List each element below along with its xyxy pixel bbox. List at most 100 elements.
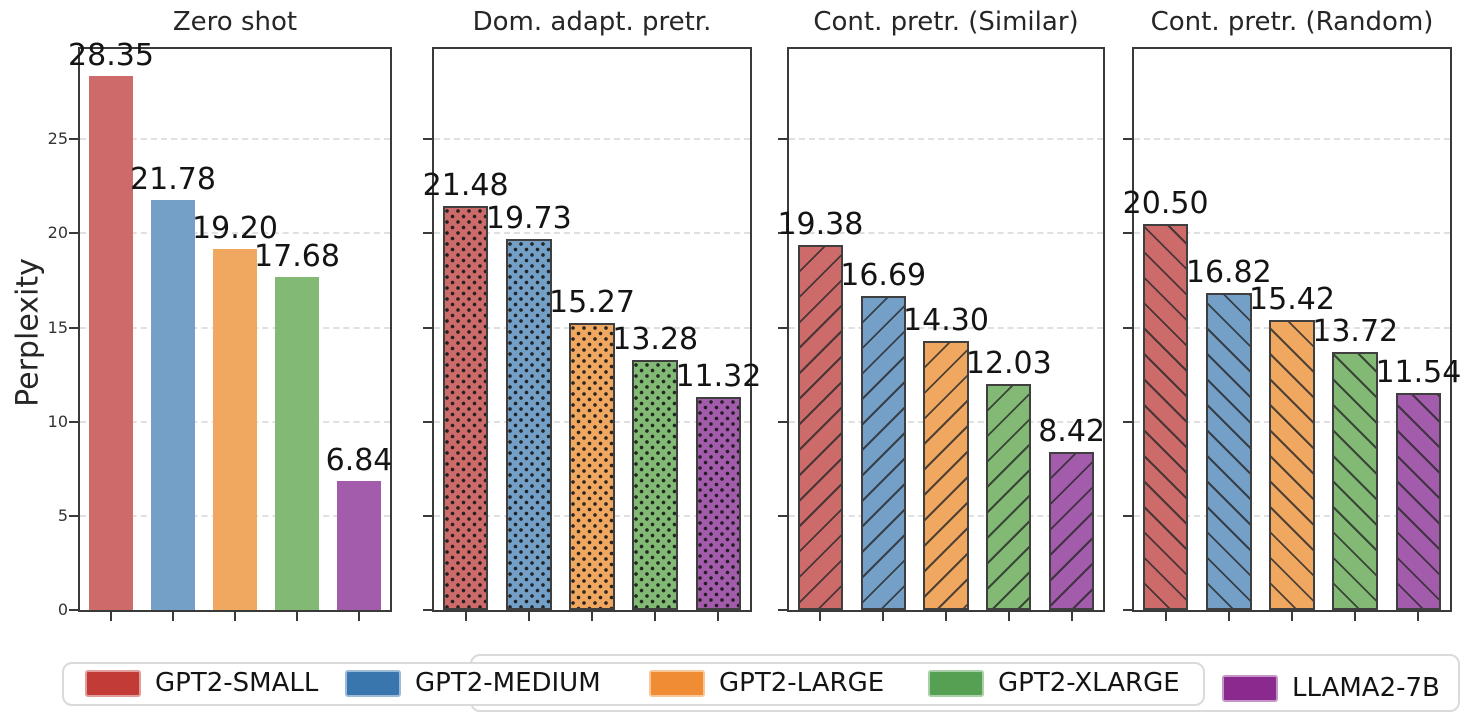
bar-value-label: 21.48 [422, 167, 509, 203]
y-tick-mark [69, 326, 78, 329]
legend-entry: GPT2-SMALL [85, 668, 318, 698]
bar-value-label: 8.42 [1038, 413, 1105, 449]
bar [274, 277, 320, 610]
plot-inner: 28.35 21.78 19.20 17.68 6.84 [68, 41, 393, 621]
x-tick-mark [172, 612, 174, 621]
y-tick-mark [423, 514, 432, 517]
y-tick-label: 0 [57, 600, 68, 619]
bar [1048, 451, 1095, 610]
gridline [434, 138, 750, 141]
y-tick-mark [1123, 232, 1132, 235]
bar-value-label: 19.73 [485, 200, 572, 236]
bar [506, 238, 552, 610]
bar [797, 245, 843, 610]
bar [695, 396, 742, 610]
x-tick-mark [1227, 612, 1230, 621]
plot-area: 28.35 21.78 19.20 17.68 6.84 [68, 41, 393, 621]
bar-value-label: 19.38 [777, 207, 864, 243]
x-tick-mark [882, 612, 885, 621]
y-tick-label: 20 [47, 223, 68, 243]
y-tick-mark [423, 232, 432, 235]
y-tick-label: 15 [47, 317, 68, 337]
x-tick-mark [1291, 612, 1293, 621]
bar [1332, 351, 1378, 610]
x-tick-mark [527, 612, 530, 621]
legend-swatch-gpt2-small [85, 669, 141, 697]
panel-title: Cont. pretr. (Random) [1150, 7, 1434, 37]
y-tick-mark [69, 609, 78, 611]
y-tick-mark [1123, 609, 1132, 611]
y-tick-mark [423, 609, 432, 611]
y-tick-mark [423, 326, 432, 329]
gridline [789, 232, 1103, 235]
x-tick-mark [1354, 612, 1357, 621]
legend-swatch-gpt2-large [649, 669, 705, 697]
bar-value-label: 16.82 [1185, 255, 1272, 291]
gridline [1134, 138, 1450, 141]
y-tick-mark [423, 138, 432, 141]
x-tick-mark [654, 612, 657, 621]
plot-area: 20.50 16.82 15.42 13.72 11.54 [1123, 47, 1461, 621]
bar [442, 205, 489, 610]
x-tick-mark [1417, 612, 1420, 621]
y-tick-label: 10 [47, 411, 68, 431]
x-tick-mark [110, 612, 112, 621]
bar-value-label: 12.03 [965, 345, 1052, 381]
bar [860, 295, 906, 610]
bar-value-label: 19.20 [192, 210, 278, 246]
legend-swatch-gpt2-xlarge [928, 669, 984, 697]
legend-entry: GPT2-MEDIUM [345, 668, 601, 698]
y-tick-mark [778, 232, 787, 235]
y-tick-mark [69, 514, 78, 517]
y-tick-mark [1123, 420, 1132, 423]
panel-title: Zero shot [172, 7, 298, 37]
bar [150, 199, 196, 610]
y-tick-mark [1123, 326, 1132, 329]
bar [1142, 224, 1189, 610]
x-tick-mark [945, 612, 947, 621]
y-tick-mark [778, 420, 787, 423]
bar-value-label: 15.27 [549, 284, 635, 320]
bar-value-label: 14.30 [903, 302, 989, 338]
y-tick-mark [1123, 138, 1132, 141]
y-tick-mark [69, 420, 78, 423]
bar-value-label: 20.50 [1122, 186, 1209, 222]
bar [88, 76, 134, 610]
bar-value-label: 28.35 [68, 38, 154, 74]
y-tick-mark [1123, 514, 1132, 517]
plot-inner: 20.50 16.82 15.42 13.72 11.54 [1123, 49, 1461, 621]
bar [569, 322, 615, 610]
bar [1269, 319, 1315, 610]
y-tick-label: 5 [57, 505, 68, 525]
y-tick-mark [778, 326, 787, 329]
gridline [789, 138, 1103, 141]
x-tick-mark [717, 612, 720, 621]
plot-inner: 19.38 16.69 14.30 12.03 8.42 [777, 49, 1105, 621]
legend-label: GPT2-MEDIUM [415, 668, 601, 698]
legend-label: LLAMA2-7B [1292, 673, 1440, 703]
x-tick-mark [1007, 612, 1010, 621]
y-tick-mark [778, 514, 787, 517]
y-tick-mark [778, 138, 787, 141]
gridline [1134, 232, 1450, 235]
bar [1395, 392, 1442, 610]
bar [923, 340, 969, 610]
legend-swatch-gpt2-medium [345, 669, 401, 697]
y-tick-mark [69, 232, 78, 235]
bar-value-label: 16.69 [840, 257, 927, 293]
x-tick-mark [1070, 612, 1073, 621]
panel-title: Dom. adapt. pretr. [472, 7, 712, 37]
x-tick-mark [358, 612, 360, 621]
legend-label: GPT2-LARGE [719, 668, 885, 698]
bar-value-label: 6.84 [325, 443, 393, 479]
legend-entry: GPT2-XLARGE [928, 668, 1180, 698]
legend-label: GPT2-SMALL [155, 668, 319, 698]
plot-area: 21.48 19.73 15.27 13.28 11.32 [423, 47, 761, 621]
bar-value-label: 17.68 [254, 239, 340, 275]
x-tick-mark [464, 612, 467, 621]
legend-box [62, 662, 1205, 706]
bar-value-label: 13.72 [1312, 313, 1399, 349]
y-tick-mark [778, 609, 787, 611]
bar [632, 360, 678, 610]
